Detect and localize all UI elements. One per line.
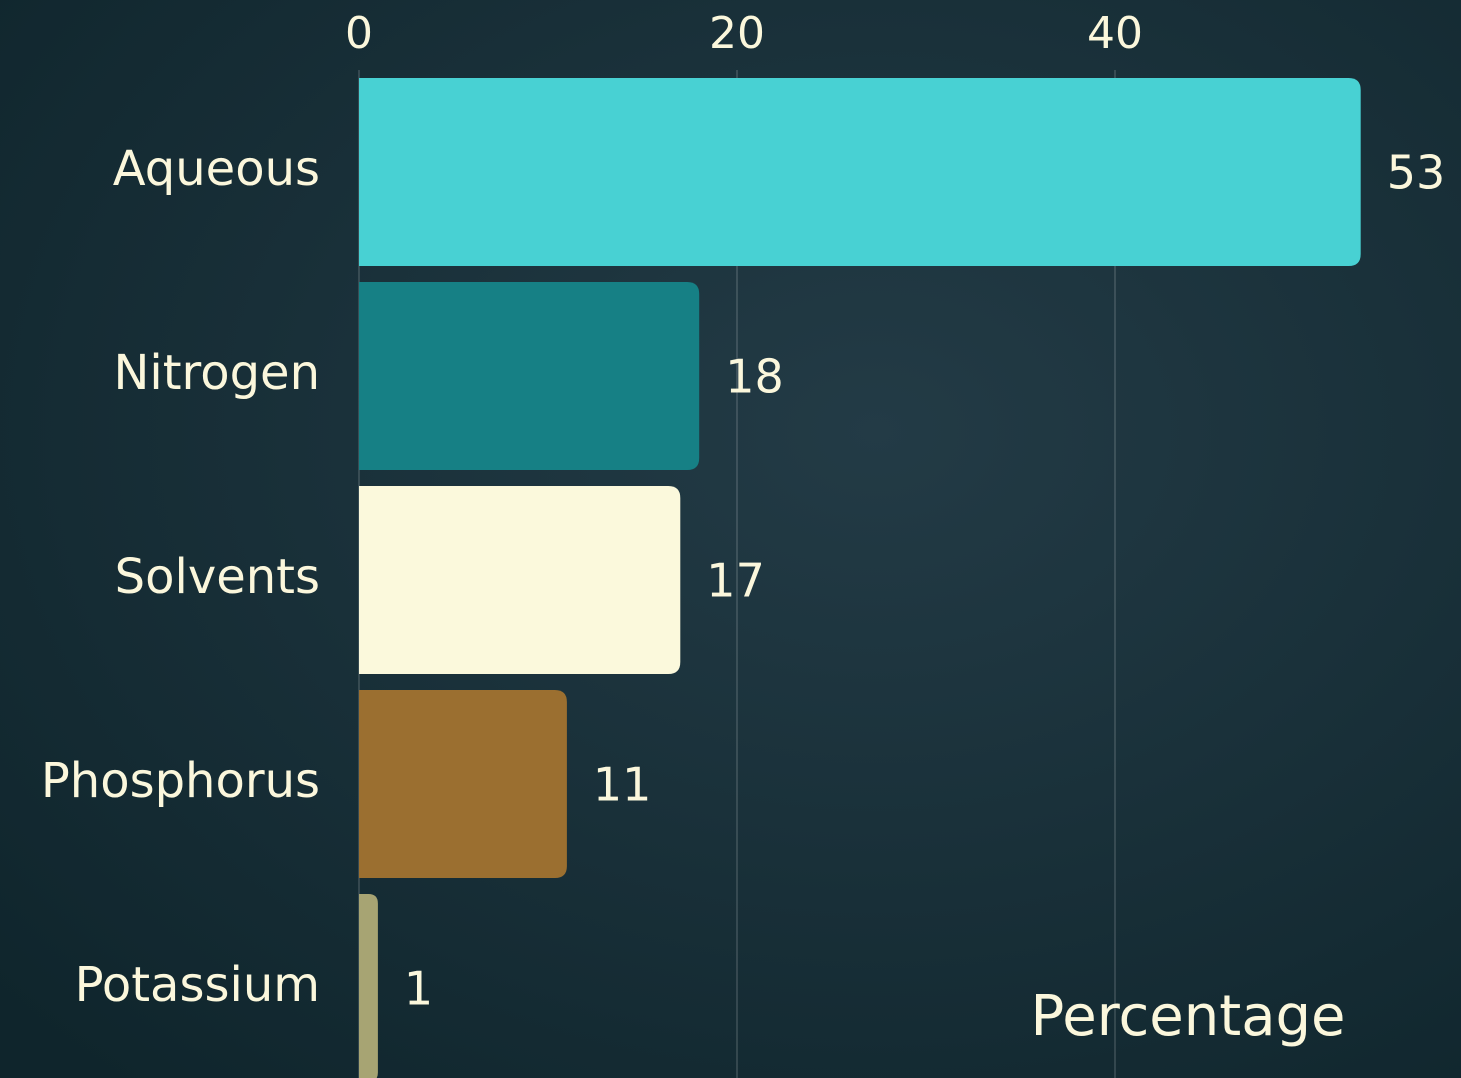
bar	[359, 690, 567, 878]
y-tick-label: Potassium	[75, 957, 320, 1013]
x-tick-label: 0	[345, 8, 373, 59]
bar	[359, 486, 681, 674]
y-tick-label: Nitrogen	[113, 345, 320, 401]
bar	[359, 894, 378, 1078]
value-label: 53	[1387, 146, 1446, 200]
x-axis-label: Percentage	[1030, 984, 1345, 1049]
value-label: 17	[706, 554, 765, 608]
x-tick-label: 40	[1087, 8, 1143, 59]
bar	[359, 282, 700, 470]
value-label: 11	[593, 758, 652, 812]
value-label: 18	[725, 350, 784, 404]
value-label: 1	[404, 962, 433, 1016]
y-tick-label: Aqueous	[113, 141, 320, 197]
y-tick-label: Solvents	[115, 549, 320, 605]
bar	[359, 78, 1361, 266]
y-tick-label: Phosphorus	[41, 753, 320, 809]
x-tick-label: 20	[709, 8, 765, 59]
